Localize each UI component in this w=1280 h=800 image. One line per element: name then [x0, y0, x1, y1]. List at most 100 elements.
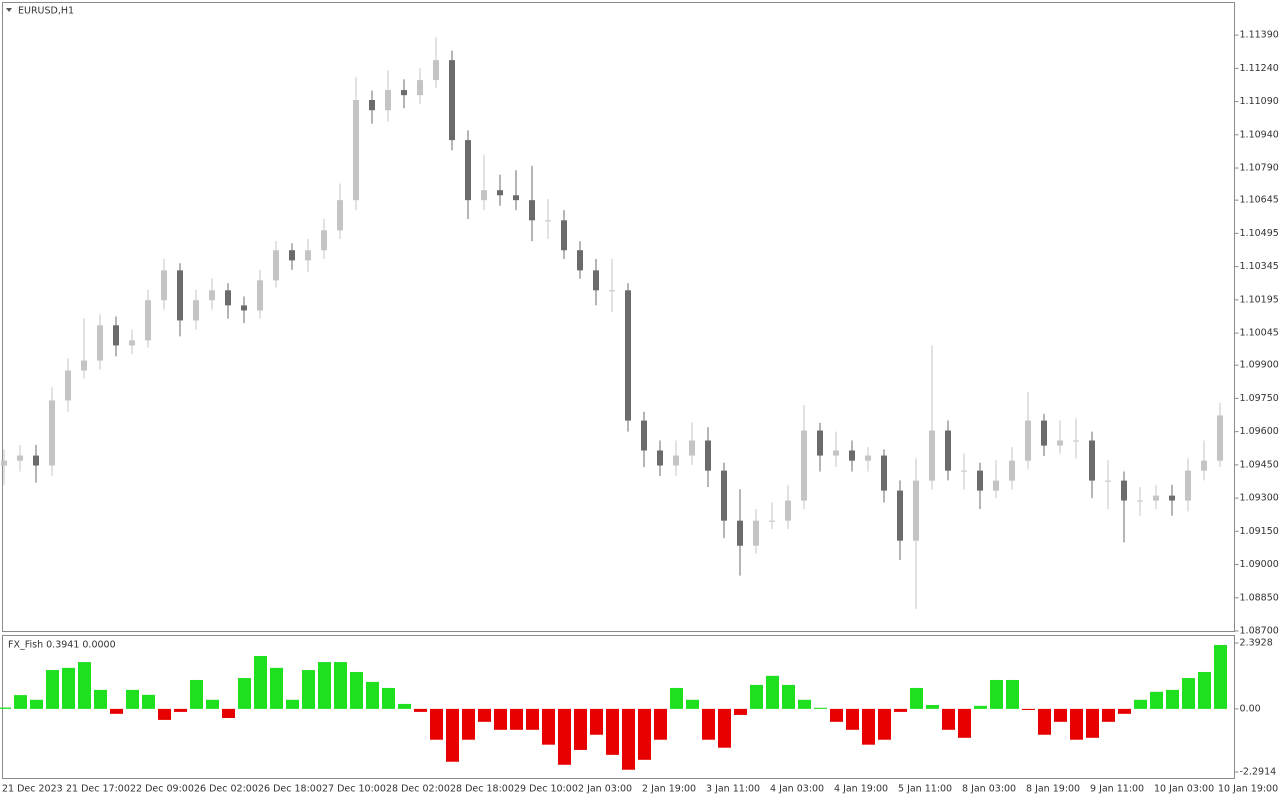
- y-tick-label: 1.10345: [1240, 261, 1279, 272]
- candle-body: [289, 250, 295, 261]
- histogram-bar: [526, 708, 539, 730]
- candle-body: [113, 325, 119, 346]
- y-tick-label: 1.11390: [1240, 30, 1279, 41]
- histogram-bar: [830, 708, 843, 722]
- histogram-bar: [910, 687, 923, 709]
- candle-body: [129, 340, 135, 346]
- x-tick-label: 4 Jan 03:00: [770, 784, 824, 795]
- histogram-bar: [158, 708, 171, 720]
- histogram-bar: [942, 708, 955, 730]
- candle-body: [17, 455, 23, 461]
- histogram-bar: [142, 694, 155, 709]
- histogram-bar: [718, 708, 731, 748]
- candle-body: [577, 250, 583, 271]
- candle-body: [657, 450, 663, 466]
- candle-body: [65, 370, 71, 401]
- candle-body: [673, 455, 679, 466]
- histogram-bar: [0, 707, 11, 709]
- y-tick-label: 1.08850: [1240, 592, 1279, 603]
- y-tick-label: 1.08700: [1240, 626, 1279, 637]
- y-tick-label: 1.09000: [1240, 559, 1279, 570]
- histogram-bar: [206, 699, 219, 709]
- x-tick-label: 27 Dec 10:00: [322, 784, 386, 795]
- candle-body: [1073, 440, 1079, 442]
- histogram-bar: [190, 679, 203, 709]
- candle-body: [49, 400, 55, 466]
- histogram-bar: [286, 699, 299, 709]
- histogram-bar: [622, 708, 635, 770]
- candle-body: [929, 430, 935, 481]
- histogram-bar: [126, 689, 139, 709]
- candle-body: [177, 270, 183, 321]
- candle-body: [689, 440, 695, 456]
- candle-body: [993, 480, 999, 491]
- candle-body: [1057, 440, 1063, 446]
- candle-body: [769, 520, 775, 522]
- histogram-bar: [510, 708, 523, 730]
- candle-body: [865, 455, 871, 461]
- histogram-bar: [110, 708, 123, 714]
- x-tick-label: 3 Jan 11:00: [706, 784, 760, 795]
- candle-body: [625, 290, 631, 421]
- candle-body: [897, 490, 903, 541]
- main-pane: [2, 2, 1235, 632]
- candle-body: [1089, 440, 1095, 481]
- y-tick-label: 1.09900: [1240, 360, 1279, 371]
- histogram-bar: [878, 708, 891, 740]
- histogram-bar: [590, 708, 603, 735]
- x-tick-label: 5 Jan 11:00: [898, 784, 952, 795]
- histogram-bar: [926, 705, 939, 709]
- y-tick-label: 1.10195: [1240, 294, 1279, 305]
- candle-body: [497, 190, 503, 196]
- candle-body: [737, 520, 743, 546]
- histogram-bar: [446, 708, 459, 762]
- candle-body: [593, 270, 599, 291]
- histogram-bar: [1102, 708, 1115, 722]
- x-tick-label: 26 Dec 02:00: [194, 784, 258, 795]
- candle-body: [209, 290, 215, 301]
- x-tick-label: 21 Dec 17:00: [66, 784, 130, 795]
- candle-body: [241, 305, 247, 311]
- candle-body: [1025, 420, 1031, 461]
- candle-body: [369, 100, 375, 111]
- histogram-bar: [430, 708, 443, 740]
- histogram-bar: [1038, 708, 1051, 735]
- menu-arrow[interactable]: [6, 8, 12, 12]
- x-tick-label: 8 Jan 19:00: [1026, 784, 1080, 795]
- candle-body: [945, 430, 951, 471]
- histogram-bar: [702, 708, 715, 740]
- symbol-title: EURUSD,H1: [18, 6, 74, 17]
- histogram-bar: [366, 681, 379, 709]
- candle-body: [705, 440, 711, 471]
- histogram-bar: [990, 679, 1003, 709]
- y-tick-label: 1.09150: [1240, 526, 1279, 537]
- histogram-bar: [1182, 678, 1195, 709]
- candle-body: [881, 455, 887, 491]
- y-tick-label: 1.10790: [1240, 163, 1279, 174]
- candle-body: [225, 290, 231, 306]
- histogram-bar: [670, 687, 683, 709]
- histogram-bar: [398, 703, 411, 709]
- candle-body: [833, 450, 839, 456]
- candle-body: [1169, 495, 1175, 501]
- histogram-bar: [1198, 671, 1211, 709]
- histogram-bar: [318, 662, 331, 709]
- histogram-bar: [478, 708, 491, 722]
- histogram-bar: [750, 684, 763, 709]
- histogram-bar: [574, 708, 587, 750]
- y-tick-label: 1.09750: [1240, 393, 1279, 404]
- candle-body: [529, 200, 535, 221]
- y-tick-label: 1.10645: [1240, 195, 1279, 206]
- candle-body: [465, 140, 471, 201]
- histogram-bar: [894, 708, 907, 712]
- histogram-bar: [1118, 708, 1131, 714]
- candle-body: [817, 430, 823, 456]
- candle-body: [641, 420, 647, 451]
- histogram-bar: [638, 708, 651, 760]
- histogram-bar: [782, 684, 795, 709]
- histogram-bar: [302, 670, 315, 709]
- indicator-pane: [2, 635, 1235, 779]
- candle-body: [401, 90, 407, 96]
- candle-body: [81, 360, 87, 371]
- candle-body: [545, 220, 551, 222]
